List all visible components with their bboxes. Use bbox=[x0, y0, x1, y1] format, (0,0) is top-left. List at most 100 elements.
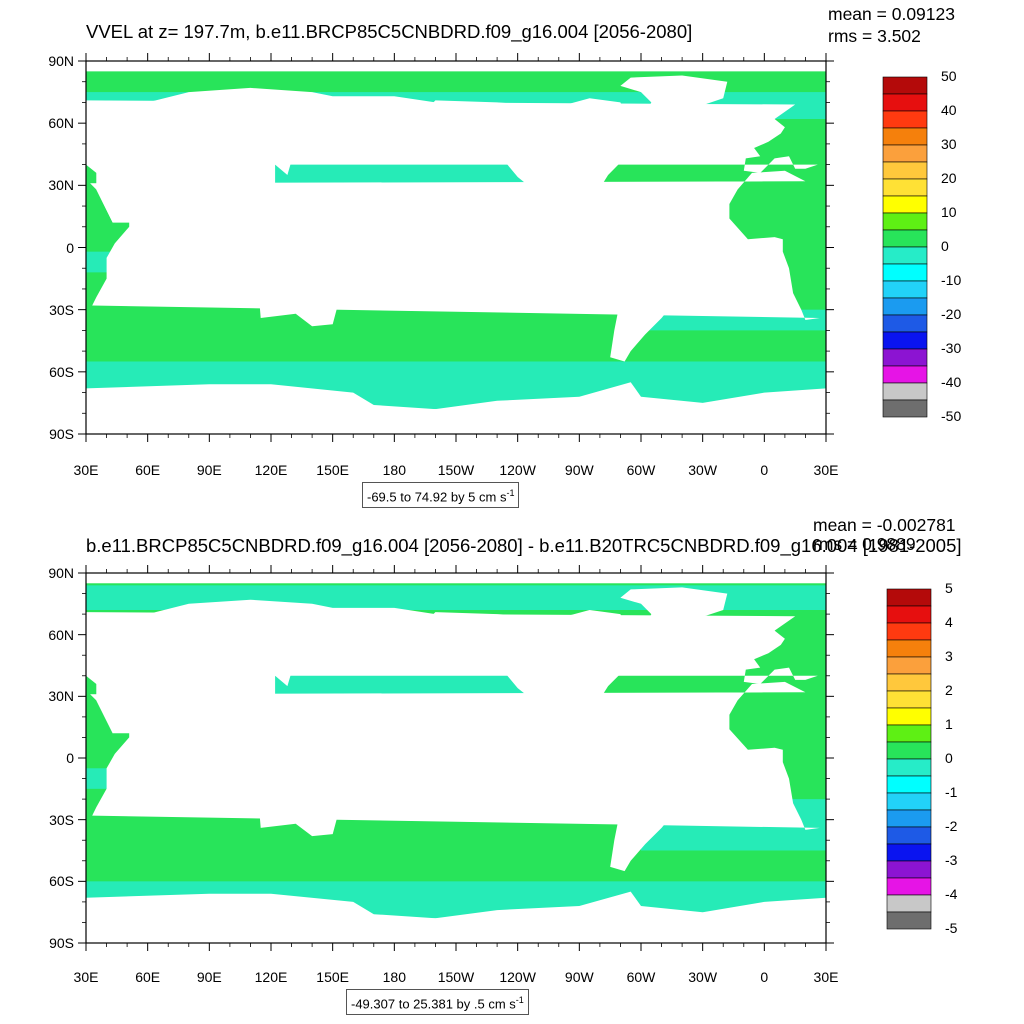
land-s_america bbox=[597, 735, 693, 872]
range-text: -49.307 to 25.381 by .5 cm s bbox=[351, 996, 516, 1012]
lon-tick-label: 90E bbox=[196, 462, 222, 478]
colorbar-box bbox=[882, 297, 928, 316]
lon-tick-label: 150E bbox=[316, 462, 349, 478]
lat-tick-label: 90S bbox=[49, 426, 74, 442]
colorbar-box bbox=[886, 809, 932, 828]
lon-tick-label: 90E bbox=[196, 969, 222, 985]
lon-tick-label: 60W bbox=[626, 462, 656, 478]
contour-range-box: -69.5 to 74.92 by 5 cm s-1 bbox=[362, 482, 520, 509]
land-arctic_top bbox=[86, 573, 826, 578]
lon-tick-label: 30E bbox=[813, 462, 839, 478]
colorbar-box bbox=[886, 741, 932, 760]
colorbar-label: 0 bbox=[941, 238, 949, 254]
land-greenland bbox=[620, 75, 728, 124]
colorbar-box bbox=[886, 707, 932, 726]
colorbar-box bbox=[886, 673, 932, 692]
map-ticks-bottom bbox=[78, 565, 834, 951]
colorbar-label: -10 bbox=[941, 272, 962, 288]
lon-tick-label: 30W bbox=[688, 969, 718, 985]
colorbar-box bbox=[882, 178, 928, 197]
colorbar-box bbox=[886, 877, 932, 896]
colorbar-box bbox=[882, 399, 928, 418]
panel-top: VVEL at z= 197.7m, b.e11.BRCP85C5CNBDRD.… bbox=[48, 4, 962, 509]
lat-tick-label: 60S bbox=[49, 363, 74, 380]
colorbar-top bbox=[882, 76, 928, 418]
colorbar-box bbox=[882, 212, 928, 231]
lat-tick-label: 60N bbox=[48, 115, 74, 132]
lat-tick-label: 90S bbox=[49, 935, 74, 951]
lat-tick-label: 60N bbox=[48, 626, 74, 643]
colorbar-box bbox=[882, 127, 928, 146]
colorbar-box bbox=[886, 792, 932, 811]
colorbar-box bbox=[886, 690, 932, 709]
lon-tick-label: 0 bbox=[760, 969, 769, 985]
land-greenland bbox=[620, 587, 728, 635]
colorbar-box bbox=[886, 724, 932, 743]
colorbar-bottom bbox=[886, 588, 932, 930]
colorbar-label: -2 bbox=[945, 818, 958, 834]
polar-land bbox=[86, 918, 826, 943]
colorbar-box bbox=[882, 382, 928, 401]
colorbar-label: 4 bbox=[945, 614, 953, 630]
colorbar-box bbox=[886, 775, 932, 794]
lat-tick-label: 60S bbox=[49, 873, 74, 890]
colorbar-box bbox=[882, 280, 928, 299]
colorbar-box bbox=[886, 843, 932, 862]
lat-tick-label: 30N bbox=[48, 688, 74, 705]
colorbar-label: -50 bbox=[941, 408, 962, 424]
rms-label: rms = 0.9889 bbox=[813, 534, 916, 554]
map-area-bottom bbox=[86, 573, 826, 943]
land-arctic_top bbox=[86, 61, 826, 66]
colorbar-label: -4 bbox=[945, 886, 958, 902]
lon-tick-label: 60E bbox=[135, 969, 161, 985]
lat-tick-label: 90N bbox=[48, 565, 74, 581]
lon-tick-label: 60E bbox=[135, 462, 161, 478]
colorbar-box bbox=[886, 622, 932, 641]
colorbar-box bbox=[886, 605, 932, 624]
map-svg-top bbox=[78, 53, 928, 442]
colorbar-box bbox=[882, 93, 928, 112]
colorbar-box bbox=[886, 826, 932, 845]
colorbar-label: -5 bbox=[945, 920, 958, 936]
colorbar-box bbox=[886, 894, 932, 913]
polar-land bbox=[86, 409, 826, 434]
lon-tick-label: 150E bbox=[316, 969, 349, 985]
lon-tick-label: 150W bbox=[437, 969, 475, 985]
colorbar-label: 1 bbox=[945, 716, 953, 732]
panel-title: VVEL at z= 197.7m, b.e11.BRCP85C5CNBDRD.… bbox=[86, 21, 693, 42]
colorbar-box bbox=[886, 860, 932, 879]
lat-tick-label: 30S bbox=[49, 811, 74, 828]
lon-tick-label: 90W bbox=[564, 969, 594, 985]
colorbar-box bbox=[882, 331, 928, 350]
colorbar-box bbox=[882, 246, 928, 265]
lon-tick-label: 120W bbox=[499, 462, 536, 478]
range-exponent: -1 bbox=[515, 995, 524, 1005]
lon-tick-label: 30E bbox=[73, 969, 99, 985]
lon-tick-label: 180 bbox=[382, 969, 406, 985]
rms-label: rms = 3.502 bbox=[828, 26, 921, 46]
colorbar-box bbox=[882, 161, 928, 180]
map-area-top bbox=[86, 61, 826, 434]
lat-tick-label: 30S bbox=[49, 301, 74, 318]
lat-tick-label: 90N bbox=[48, 53, 74, 69]
lon-tick-label: 90W bbox=[564, 462, 594, 478]
lon-tick-label: 30W bbox=[688, 462, 718, 478]
contour-range-box: -49.307 to 25.381 by .5 cm s-1 bbox=[346, 989, 529, 1016]
map-ticks-top bbox=[78, 53, 834, 442]
land-n_america bbox=[425, 98, 648, 231]
land-europe bbox=[86, 612, 818, 684]
mean-label: mean = -0.002781 bbox=[813, 515, 956, 535]
panel-title: b.e11.BRCP85C5CNBDRD.f09_g16.004 [2056-2… bbox=[86, 535, 962, 556]
panel-bottom: b.e11.BRCP85C5CNBDRD.f09_g16.004 [2056-2… bbox=[0, 512, 1024, 1024]
colorbar-box bbox=[886, 588, 932, 607]
colorbar-label: 50 bbox=[941, 68, 957, 84]
land-europe bbox=[86, 100, 818, 173]
lon-tick-label: 30E bbox=[73, 462, 99, 478]
lon-tick-label: 120W bbox=[499, 969, 536, 985]
lat-tick-label: 30N bbox=[48, 177, 74, 194]
lat-tick-label: 0 bbox=[66, 750, 74, 766]
colorbar-label: 5 bbox=[945, 580, 953, 596]
colorbar-box bbox=[882, 263, 928, 282]
colorbar-box bbox=[886, 911, 932, 930]
lon-tick-label: 30E bbox=[813, 969, 839, 985]
